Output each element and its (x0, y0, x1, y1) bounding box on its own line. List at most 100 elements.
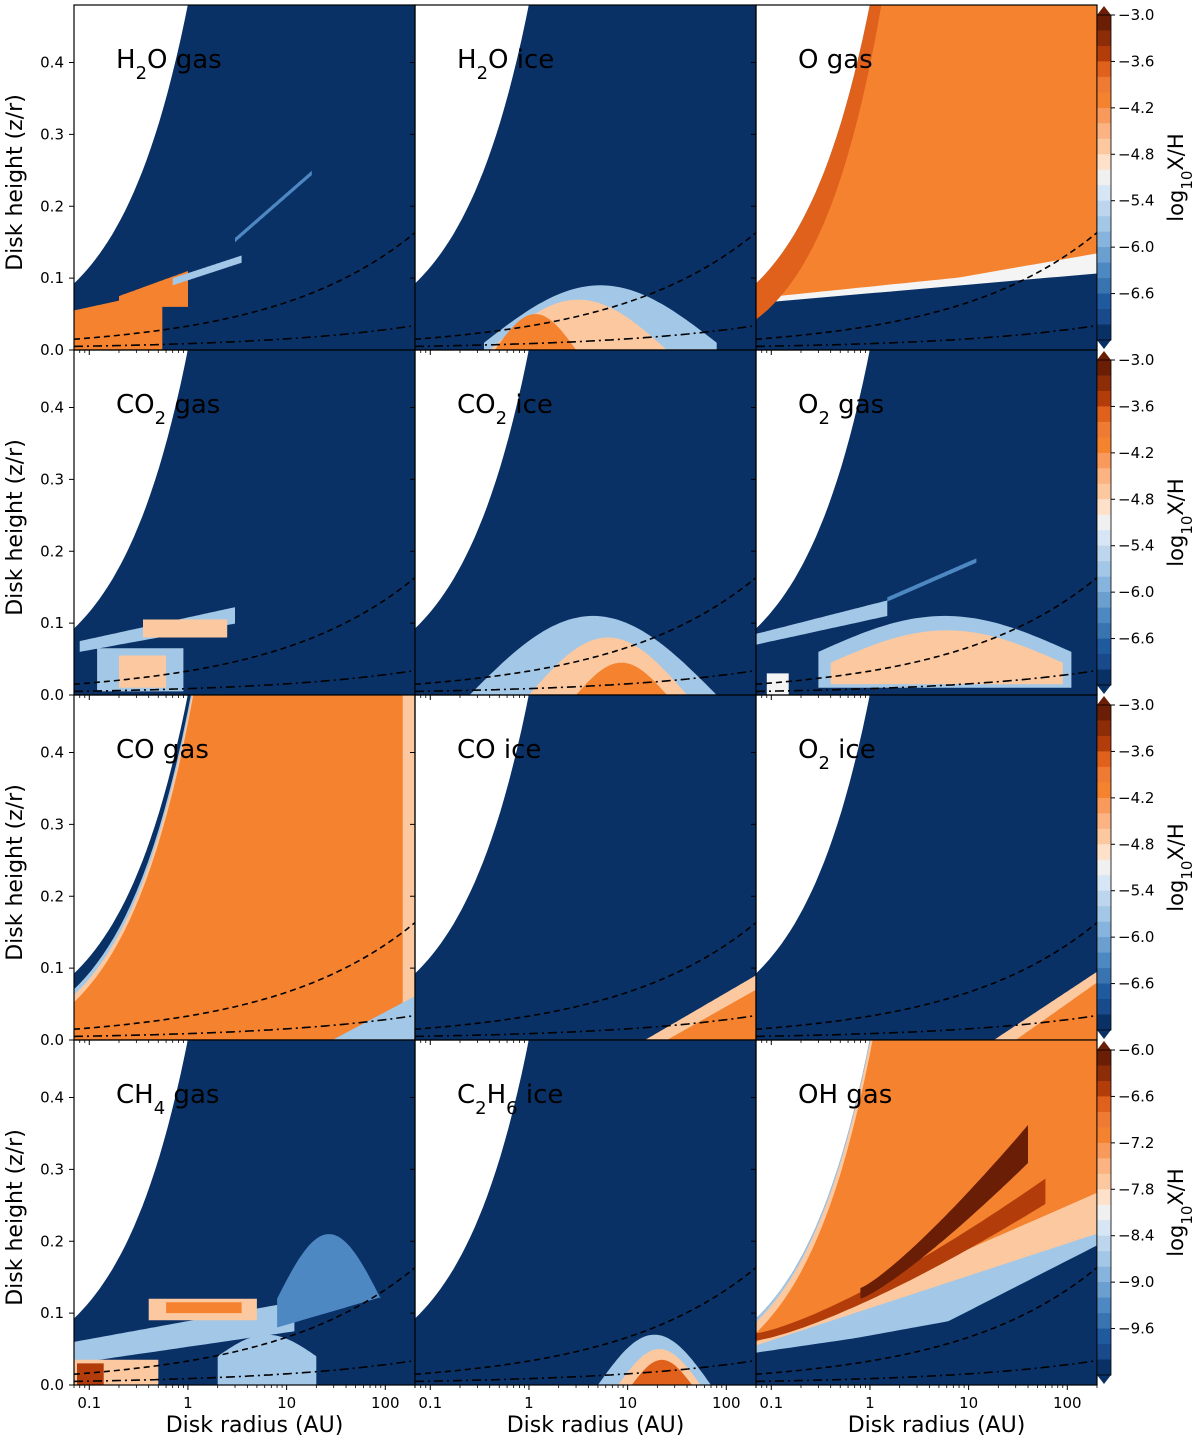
colorbar-label: log10X/H (1164, 133, 1196, 221)
panel-h2o-ice: H2O ice (410, 4, 757, 355)
colorbar-swatch (1097, 937, 1111, 954)
colorbar-label-sub: 10 (1178, 516, 1196, 535)
colorbar-swatch (1097, 1235, 1111, 1252)
contour-region (766, 673, 789, 695)
colorbar-swatch (1097, 828, 1111, 845)
contour-region (119, 655, 167, 688)
panel-h2o-gas: H2O gas 0.0 0.1 0.2 0.3 0.4 (40, 4, 416, 359)
y-tick-label: 0.0 (40, 1376, 64, 1394)
contour-region (77, 1363, 104, 1385)
y-tick-label: 0.4 (40, 54, 64, 72)
colorbar-swatch (1097, 1189, 1111, 1206)
abundance-contours (756, 558, 1072, 695)
contour-region (968, 285, 1097, 350)
x-tick-label: 0.1 (759, 1394, 783, 1412)
colorbar-tick-label: −5.4 (1118, 882, 1154, 900)
panel-plot-area (415, 5, 756, 350)
colorbar-tick-label: −4.2 (1118, 789, 1154, 807)
colorbar-frame (1096, 14, 1112, 341)
colorbar-extend-bottom (1097, 1375, 1111, 1384)
colorbar-tick-label: −7.2 (1118, 1134, 1154, 1152)
y-tick-label: 0.1 (40, 614, 64, 632)
y-axis-title: Disk height (z/r) (3, 784, 28, 961)
panel-plot-area (756, 695, 1097, 1040)
panel-label: H2O gas (116, 45, 222, 84)
panel-plot-area (756, 5, 1097, 350)
colorbar-swatch (1097, 107, 1111, 124)
colorbar-extend-bottom (1097, 685, 1111, 694)
colorbar-tick-label: −6.6 (1118, 1087, 1154, 1105)
panel-label-main: O (798, 735, 818, 765)
abundance-contours (79, 607, 235, 692)
colorbar-swatch (1097, 638, 1111, 655)
colorbar-swatch (1097, 514, 1111, 531)
panel-label-tail: gas (166, 390, 220, 420)
panel-label-tail: gas (830, 390, 884, 420)
colorbar-row-2: −3.0 −3.6 −4.2 −4.8 −5.4 −6.0 −6.6 log10X/H (1096, 696, 1196, 1039)
colorbar-swatch (1097, 406, 1111, 423)
disk-region (74, 5, 415, 350)
dashed-curve (415, 1267, 756, 1375)
panel-plot-area (415, 1040, 756, 1385)
panel-label-main: CO ice (457, 735, 541, 765)
colorbar-row-0: −3.0 −3.6 −4.2 −4.8 −5.4 −6.0 −6.6 log10X/H (1096, 6, 1196, 349)
panel-label-main: CO (116, 390, 155, 420)
y-tick-label: 0.4 (40, 399, 64, 417)
disk-region (74, 350, 415, 695)
colorbar-label-post: X/H (1164, 478, 1188, 515)
panel-plot-area (756, 1040, 1097, 1385)
colorbar-extend-top (1097, 351, 1111, 360)
dashed-curve (74, 577, 415, 685)
contour-region (887, 558, 977, 602)
panel-label: OH gas (798, 1080, 892, 1110)
panel-co2-ice: CO2 ice (410, 349, 757, 700)
colorbar-swatch (1097, 1359, 1111, 1376)
contour-region (333, 996, 415, 1040)
colorbar-extend-top (1097, 696, 1111, 705)
panel-label-tail: O gas (147, 45, 222, 75)
colorbar-swatch (1097, 921, 1111, 938)
colorbar-swatch (1097, 262, 1111, 279)
x-axis-title: Disk radius (AU) (507, 1413, 685, 1438)
panel-ch4-gas: CH4 gas 0.1 1 10 100 0.0 0.1 0.2 0.3 0.4 (40, 1039, 416, 1412)
panel-plot-area (415, 695, 756, 1040)
dashed-curve (756, 232, 1097, 340)
panel-label: CO gas (116, 735, 209, 765)
colorbar-frame (1096, 359, 1112, 686)
colorbar-tick-label: −6.6 (1118, 630, 1154, 648)
colorbar-swatch (1097, 1111, 1111, 1128)
colorbar-swatch (1097, 15, 1111, 32)
colorbar-tick-label: −3.6 (1118, 52, 1154, 70)
panel-plot-area (74, 5, 415, 350)
colorbar-tick-label: −7.8 (1118, 1180, 1154, 1198)
disk-region (415, 350, 756, 695)
panel-label-sub: 4 (154, 1098, 165, 1119)
y-tick-label: 0.1 (40, 959, 64, 977)
y-tick-label: 0.2 (40, 542, 64, 560)
colorbar-tick-label: −3.0 (1118, 351, 1154, 369)
colorbar-swatch (1097, 576, 1111, 593)
disk-region (756, 695, 1097, 1040)
colorbar-swatch (1097, 782, 1111, 799)
y-tick-label: 0.3 (40, 470, 64, 488)
contour-region (1015, 982, 1097, 1040)
panel-plot-area (756, 350, 1097, 695)
dashed-curve (756, 1267, 1097, 1375)
colorbar-row-1: −3.0 −3.6 −4.2 −4.8 −5.4 −6.0 −6.6 log10X/H (1096, 351, 1196, 694)
x-tick-label: 10 (277, 1394, 296, 1412)
colorbar-tick-label: −3.0 (1118, 696, 1154, 714)
panel-co2-gas: CO2 gas 0.0 0.1 0.2 0.3 0.4 (40, 349, 416, 704)
abundance-contours (597, 1334, 711, 1385)
y-tick-label: 0.0 (40, 1031, 64, 1049)
abundance-contours (74, 695, 415, 1040)
colorbar-swatch (1097, 200, 1111, 217)
panel-label: C2H6 ice (457, 1080, 563, 1119)
y-tick-label: 0.1 (40, 269, 64, 287)
panel-o2-gas: O2 gas (751, 349, 1098, 700)
panel-label-sub: 2 (155, 408, 166, 429)
y-tick-label: 0.0 (40, 686, 64, 704)
colorbar-tick-label: −3.6 (1118, 397, 1154, 415)
panel-plot-area (415, 350, 756, 695)
abundance-contours (74, 170, 312, 350)
colorbar-tick-label: −9.6 (1118, 1320, 1154, 1338)
